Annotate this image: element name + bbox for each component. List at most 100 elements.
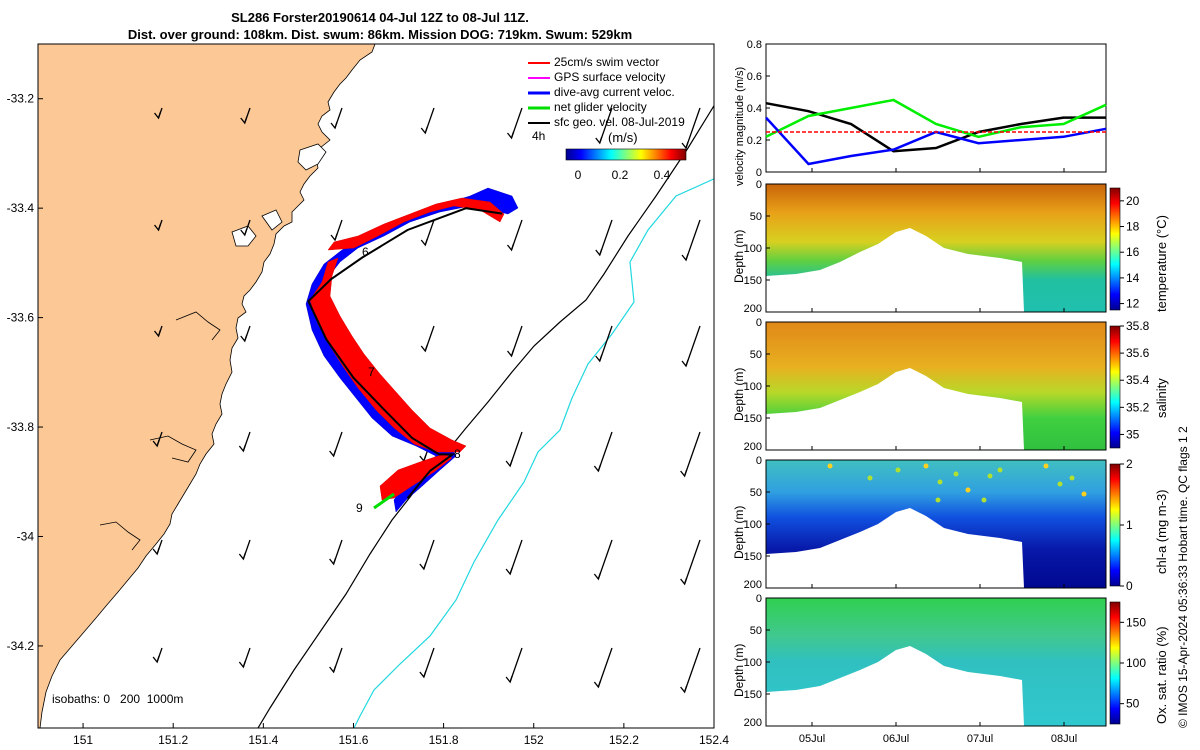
geo-vector-arrow bbox=[681, 219, 701, 262]
chla-colorbar bbox=[1109, 463, 1121, 587]
inlet-2 bbox=[149, 435, 197, 463]
geo-vector-arrow bbox=[153, 219, 163, 232]
legend-label-net: net glider velocity bbox=[554, 100, 647, 114]
isobath-200m bbox=[257, 104, 714, 728]
depth-tick-label: 150 bbox=[744, 551, 762, 563]
chla-point bbox=[895, 467, 901, 473]
lake-2 bbox=[231, 225, 257, 247]
lake-1 bbox=[297, 143, 327, 171]
legend-label-current: dive-avg current veloc. bbox=[554, 85, 675, 99]
oxygen-ylabel: Depth (m) bbox=[732, 643, 746, 697]
cbar-tick-label: 35.2 bbox=[1126, 400, 1150, 414]
map-xtick-label: 151.2 bbox=[158, 733, 188, 747]
geo-vector-arrow bbox=[153, 325, 163, 338]
geo-vector-arrow bbox=[681, 325, 701, 368]
velocity-plot-area bbox=[765, 43, 1107, 173]
geo-vector-arrow bbox=[238, 647, 251, 669]
cbar-tick-label: 2 bbox=[1126, 457, 1133, 471]
velocity-series-line bbox=[765, 98, 1107, 139]
geo-vector-arrow bbox=[593, 647, 613, 689]
temperature-panel bbox=[765, 183, 1121, 313]
map-ytick-label: -33.6 bbox=[7, 311, 35, 325]
depth-tick-label: 50 bbox=[750, 211, 762, 223]
map-ytick-label: -34 bbox=[17, 529, 35, 543]
chla-point bbox=[827, 463, 833, 469]
cbar-tick-label: 1 bbox=[1126, 518, 1133, 532]
map-ytick-label: -33.2 bbox=[7, 92, 35, 106]
footer-credit: © IMOS 15-Apr-2024 05:36:33 Hobart time.… bbox=[1176, 426, 1190, 728]
geo-vector-arrow bbox=[419, 539, 435, 571]
depth-tick-label: 100 bbox=[744, 381, 762, 393]
net-velocity-arrow bbox=[373, 492, 395, 510]
glider-track-line bbox=[307, 207, 503, 499]
velocity-panel: 0 0.2 0.4 0.6 0.8 bbox=[747, 39, 1107, 179]
geo-vector-arrow bbox=[595, 107, 613, 145]
chla-point bbox=[953, 471, 959, 477]
map-colorbar bbox=[565, 148, 687, 161]
cbar-tick-label: 0 bbox=[1126, 579, 1133, 593]
velocity-ytick-label: 0.6 bbox=[747, 71, 762, 83]
colorbar-unit: (m/s) bbox=[608, 130, 638, 145]
cbar-tick-label: 100 bbox=[1126, 656, 1146, 670]
depth-tick-label: 100 bbox=[744, 519, 762, 531]
chla-point bbox=[937, 479, 943, 485]
map-xtick-label: 151 bbox=[73, 733, 93, 747]
day-label-6: 6 bbox=[362, 245, 369, 259]
cbar-tick-label: 35.4 bbox=[1126, 373, 1150, 387]
cbar-tick-label: 14 bbox=[1126, 271, 1140, 285]
depth-tick-label: 150 bbox=[744, 413, 762, 425]
chla-high-points bbox=[827, 463, 1087, 503]
depth-tick-label: 200 bbox=[744, 441, 762, 453]
depth-tick-label: 50 bbox=[750, 625, 762, 637]
chart-subtitle: Dist. over ground: 108km. Dist. swum: 86… bbox=[127, 27, 633, 42]
geo-vector-arrow bbox=[238, 539, 251, 561]
salinity-cbar-label: salinity bbox=[1154, 378, 1169, 418]
chla-point bbox=[965, 487, 971, 493]
chla-point bbox=[935, 497, 941, 503]
geo-vector-arrow bbox=[329, 539, 343, 566]
time-tick-label: 07Jul bbox=[967, 733, 993, 745]
velocity-ytick-label: 0.8 bbox=[747, 39, 762, 51]
depth-tick-label: 200 bbox=[744, 303, 762, 315]
geo-vector-arrow bbox=[595, 219, 613, 257]
salinity-section bbox=[766, 322, 1106, 450]
geo-vector-arrow bbox=[420, 325, 435, 353]
chla-point bbox=[1081, 491, 1087, 497]
legend-label-geo: sfc geo. vel. 08-Jul-2019 bbox=[554, 115, 685, 129]
geo-vector-arrow bbox=[329, 431, 343, 458]
geo-vector-arrow bbox=[329, 647, 343, 674]
geo-vector-arrow bbox=[506, 325, 523, 358]
temperature-section bbox=[766, 184, 1106, 312]
chla-section bbox=[766, 460, 1106, 588]
cbar-tick-label: 35 bbox=[1126, 427, 1140, 441]
chla-point bbox=[1069, 475, 1075, 481]
velocity-series bbox=[765, 98, 1107, 166]
velocity-ytick-label: 0 bbox=[756, 167, 762, 179]
velocity-series-line bbox=[765, 101, 1106, 153]
depth-tick-label: 0 bbox=[756, 593, 762, 605]
day-label-8: 8 bbox=[454, 447, 461, 461]
chla-ylabel: Depth (m) bbox=[732, 505, 746, 559]
map-panel: 6 7 8 9 25cm/s swim vector GPS surface v… bbox=[7, 43, 729, 747]
cbar-tick-label: 50 bbox=[1126, 697, 1140, 711]
geo-vector-arrow bbox=[153, 107, 163, 120]
map-ytick-label: -34.2 bbox=[7, 639, 35, 653]
chla-point bbox=[1043, 463, 1049, 469]
oxygen-panel bbox=[765, 597, 1121, 727]
velocity-ylabel: velocity magnitude (m/s) bbox=[734, 66, 746, 186]
chla-panel bbox=[765, 459, 1121, 589]
cbar-tick-label: 16 bbox=[1126, 245, 1140, 259]
depth-tick-label: 50 bbox=[750, 349, 762, 361]
geo-vector-arrow bbox=[681, 107, 701, 150]
oxygen-colorbar bbox=[1109, 601, 1121, 725]
velocity-yticks: 0 0.2 0.4 0.6 0.8 bbox=[747, 39, 770, 179]
lake-3 bbox=[261, 209, 283, 231]
cbar-tick-label: 18 bbox=[1126, 220, 1140, 234]
geo-vector-arrow bbox=[330, 107, 343, 130]
depth-tick-label: 100 bbox=[744, 657, 762, 669]
cbar-tick-label: 35.6 bbox=[1126, 346, 1150, 360]
map-frame bbox=[37, 43, 715, 729]
velocity-ytick-label: 0.2 bbox=[747, 135, 762, 147]
geo-vector-arrow bbox=[240, 325, 251, 343]
